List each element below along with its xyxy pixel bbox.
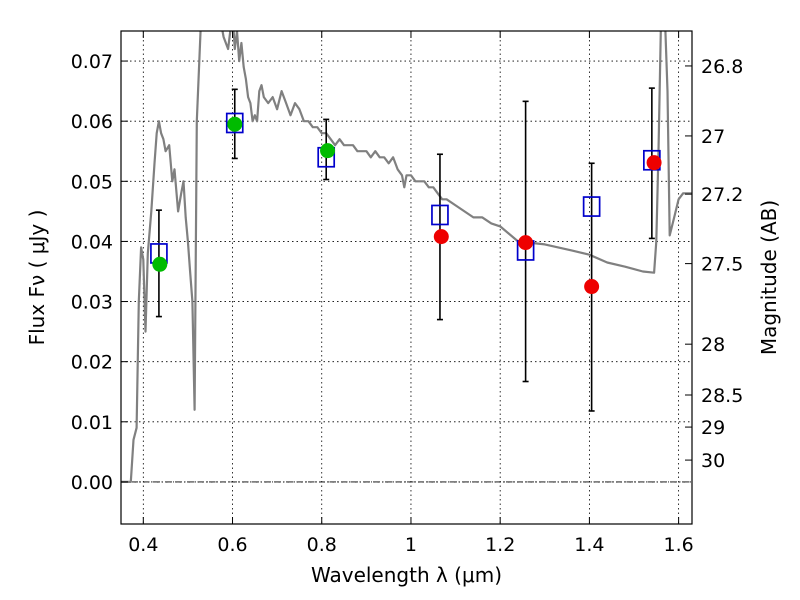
model-band-square [225, 112, 244, 134]
model-band-square [431, 204, 449, 226]
model-spectrum-line [121, 31, 692, 483]
tick-marks [121, 31, 692, 524]
plot-area [121, 31, 692, 483]
x-tick-label: 1.4 [574, 534, 604, 556]
x-tick-label: 1.6 [664, 534, 694, 556]
y-tick-label: 0.03 [71, 292, 113, 314]
x-tick-label: 0.6 [217, 534, 247, 556]
observed-flux-point [584, 279, 600, 295]
y2-axis-label: Magnitude (AB) [757, 200, 781, 355]
y2-tick-label: 27.5 [701, 254, 743, 276]
plot-frame [120, 30, 693, 525]
y2-tick-label: 28 [701, 334, 725, 356]
observed-flux-point [646, 155, 662, 171]
observed-flux-point [518, 235, 534, 251]
y-tick-label: 0.04 [71, 231, 113, 253]
x-tick-label: 0.4 [128, 534, 158, 556]
x-tick-label: 1.2 [485, 534, 515, 556]
y2-tick-label: 29 [701, 417, 725, 439]
observed-flux-point [227, 116, 243, 132]
model-band-square [582, 196, 601, 217]
y-tick-label: 0.01 [71, 412, 113, 434]
y2-tick-label: 30 [701, 450, 725, 472]
y-tick-label: 0.05 [71, 171, 113, 193]
y-tick-label: 0.00 [71, 472, 113, 494]
y-axis-label: Flux Fν ( μJy ) [25, 210, 49, 346]
observed-flux-point [320, 143, 336, 159]
y2-tick-label: 28.5 [701, 385, 743, 407]
x-tick-label: 1 [405, 534, 417, 556]
y-tick-label: 0.02 [71, 352, 113, 374]
tick-labels: 0.4 0.6 0.8 1 1.2 1.4 1.6 0.00 0.01 0.02 0.03 0.04 0… [71, 51, 744, 556]
x-tick-label: 0.8 [307, 534, 337, 556]
observed-flux-point [433, 229, 449, 245]
y2-tick-label: 27.2 [701, 184, 743, 206]
y-tick-label: 0.06 [71, 111, 113, 133]
x-axis-label: Wavelength λ (μm) [311, 563, 502, 587]
y2-tick-label: 27 [701, 126, 725, 148]
observed-flux-point [152, 256, 168, 272]
grid [121, 31, 692, 524]
y2-tick-label: 26.8 [701, 56, 743, 78]
y-tick-label: 0.07 [71, 51, 113, 73]
